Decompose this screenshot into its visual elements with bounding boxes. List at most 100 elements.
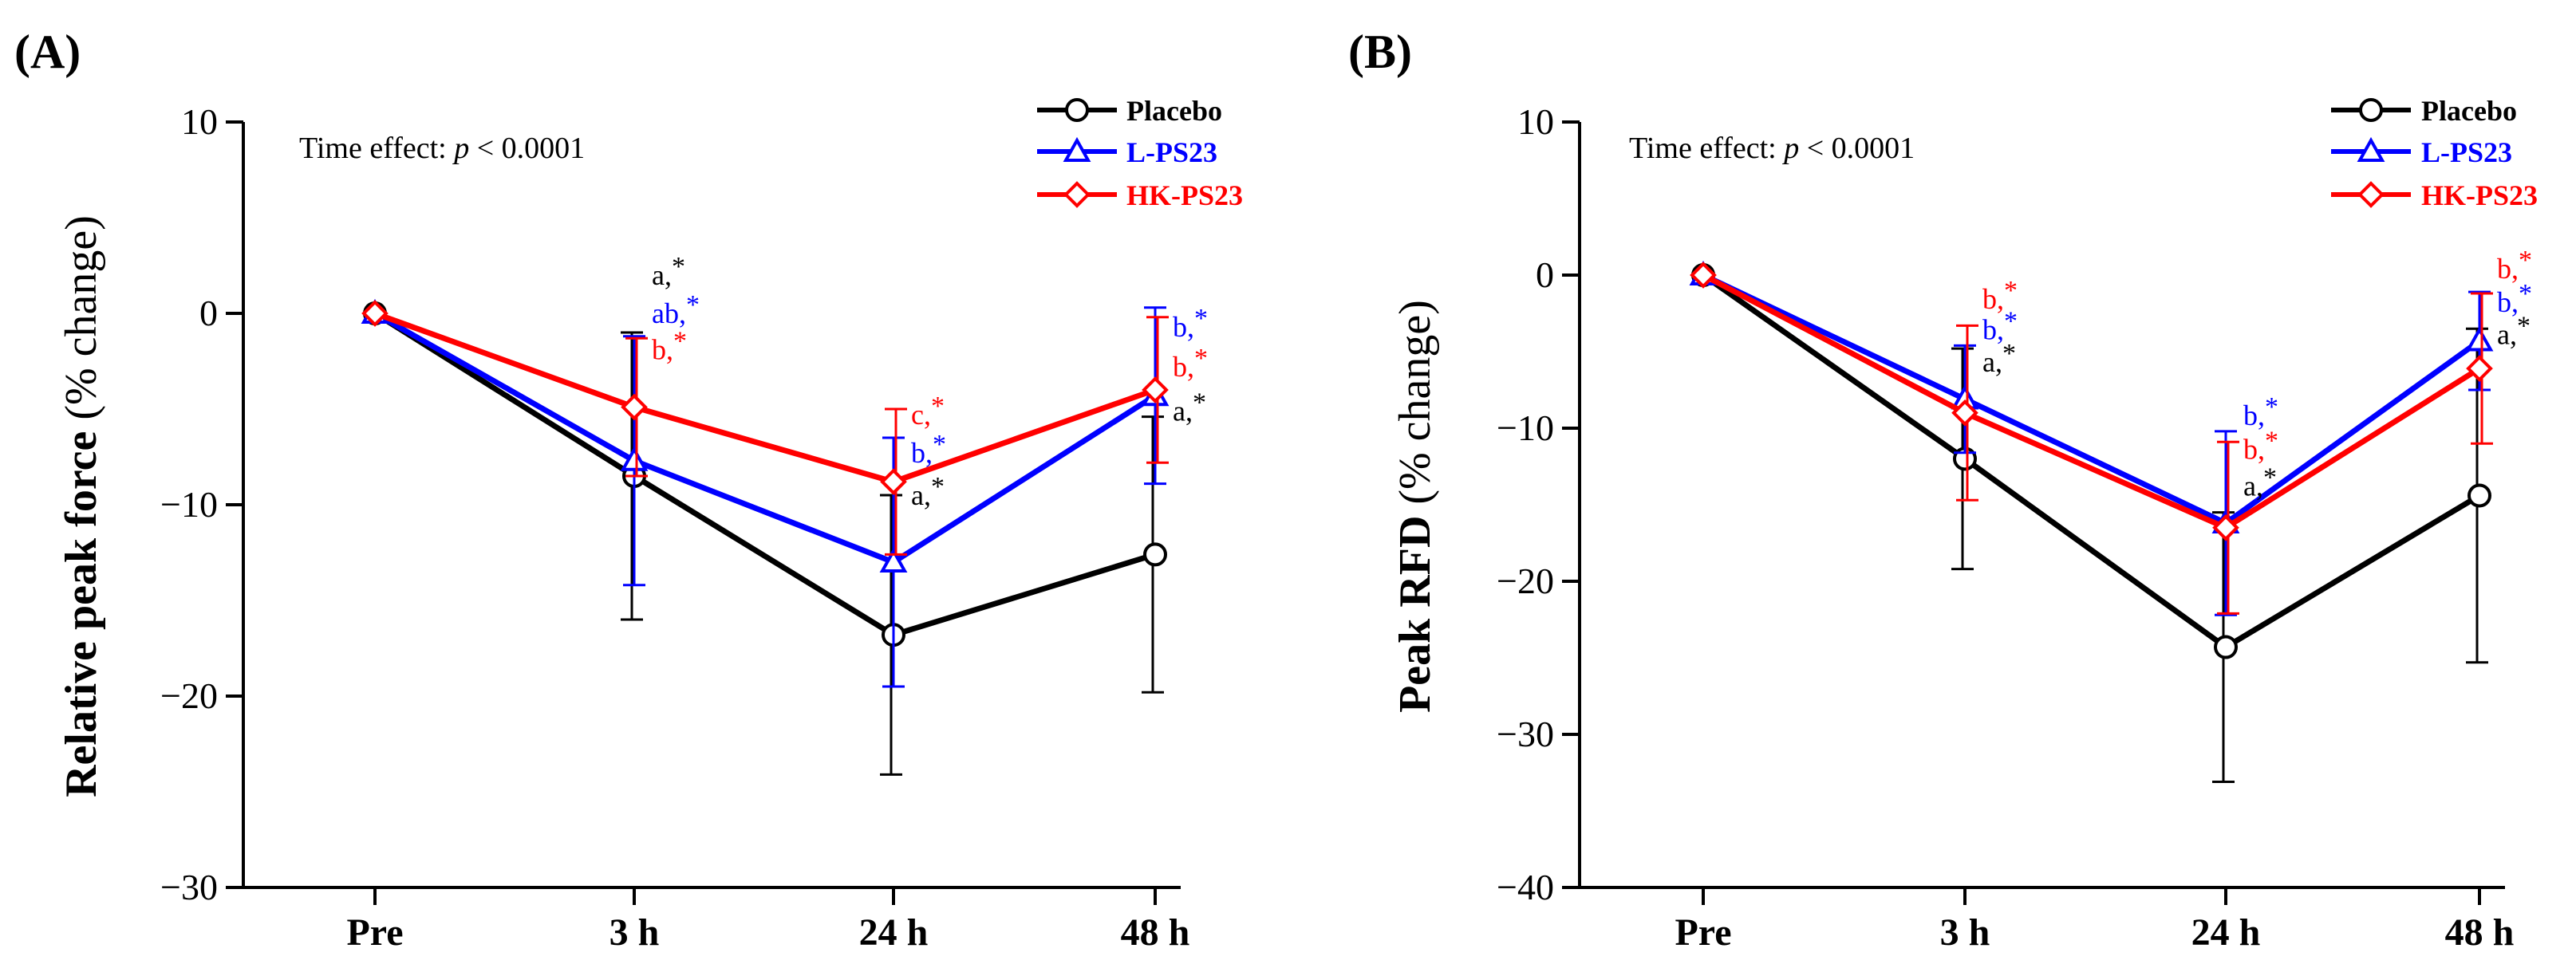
significance-comma: , [924, 479, 931, 511]
data-point [2465, 326, 2494, 352]
significance-comma: , [2511, 253, 2519, 285]
x-tick-label: 3 h [609, 911, 660, 954]
y-axis-label: Peak RFD (% change) [1391, 300, 1440, 713]
data-point [880, 468, 907, 496]
significance-star: * [686, 290, 700, 320]
significance-label: a,* [652, 252, 685, 291]
significance-star: * [1194, 304, 1208, 333]
significance-letter: c [911, 399, 924, 431]
significance-letter: b [1173, 351, 1187, 383]
x-tick-label: 24 h [859, 911, 929, 954]
significance-comma: , [925, 437, 933, 469]
significance-letter: a [911, 479, 924, 511]
legend-marker [2357, 136, 2385, 162]
legend-label: HK-PS23 [1126, 179, 1243, 211]
significance-star: * [1193, 388, 1206, 417]
chart-panel-a: (A) Relative peak force (% change) −30 −20 −… [14, 26, 1243, 954]
y-tick-label: 10 [181, 101, 218, 142]
data-point [620, 446, 649, 471]
significance-letter: a [1982, 346, 1995, 378]
significance-label: b,* [1173, 344, 1208, 383]
legend-marker [1063, 136, 1091, 162]
significance-label: b,* [1982, 276, 2018, 315]
y-axis-label: Relative peak force (% change) [57, 215, 106, 797]
significance-comma: , [666, 334, 673, 366]
significance-comma: , [679, 297, 686, 329]
significance-label: b,* [911, 430, 946, 469]
legend-marker [2359, 98, 2383, 122]
legend-entry-lps23: L-PS23 [2331, 136, 2512, 168]
significance-comma: , [1995, 346, 2002, 378]
significance-star: * [931, 472, 945, 502]
data-point [2468, 483, 2491, 508]
series-line [1701, 273, 2481, 651]
series-line [1702, 272, 2481, 531]
significance-star: * [2519, 246, 2532, 275]
chart-panel-b: (B) Peak RFD (% change) −40 −30 −20 −10 0 10 Pre… [1348, 26, 2538, 954]
x-tick-label: 24 h [2191, 911, 2261, 954]
significance-label: b,* [2243, 392, 2278, 431]
legend-label: L-PS23 [1126, 136, 1217, 168]
significance-comma: , [2256, 470, 2263, 502]
significance-letter: a [2243, 470, 2256, 502]
significance-star: * [2002, 339, 2016, 368]
significance-comma: , [1997, 314, 2004, 346]
annotation-prefix: Time effect: [1629, 132, 1784, 165]
significance-letter: b [2243, 399, 2258, 431]
y-axis-label-unit: (% change) [57, 215, 106, 431]
data-point [1143, 542, 1167, 567]
significance-star: * [2004, 307, 2018, 336]
data-point [1142, 376, 1169, 403]
series-line [373, 310, 1157, 565]
significance-star: * [2004, 276, 2018, 305]
significance-letter: b [652, 334, 666, 366]
significance-comma: , [1187, 351, 1194, 383]
data-point [2212, 514, 2239, 541]
legend-entry-hkps23: HK-PS23 [1037, 179, 1243, 211]
significance-label: b,* [2497, 279, 2532, 318]
significance-star: * [933, 430, 946, 459]
data-point [2214, 635, 2238, 659]
time-effect-annotation: Time effect: p < 0.0001 [1629, 132, 1915, 165]
significance-comma: , [665, 259, 672, 291]
significance-label: a,* [2243, 462, 2277, 502]
x-tick-label: Pre [1675, 911, 1731, 954]
y-tick-label: −20 [160, 675, 218, 716]
significance-comma: , [2258, 433, 2265, 465]
legend-entry-lps23: L-PS23 [1037, 136, 1217, 168]
y-tick-label: −10 [1497, 407, 1554, 448]
y-tick-label: −20 [1497, 561, 1554, 601]
significance-label: b,* [1173, 304, 1208, 343]
legend-label: HK-PS23 [2421, 179, 2538, 211]
series-line [373, 311, 1157, 638]
data-point [1951, 399, 1978, 427]
significance-letter: b [1173, 311, 1187, 343]
legend-label: Placebo [1126, 95, 1222, 127]
legend-marker [2357, 181, 2385, 208]
x-tick-label: 48 h [2445, 911, 2515, 954]
significance-letter: b [2497, 253, 2511, 285]
series-hkps23 [361, 300, 1169, 556]
y-axis-label-main: Peak RFD [1391, 516, 1440, 713]
significance-letter: a [2497, 318, 2510, 350]
significance-label: c,* [911, 392, 945, 431]
data-point [1690, 262, 1717, 289]
significance-label: b,* [652, 327, 687, 366]
y-axis-label-unit: (% change) [1391, 300, 1440, 516]
y-tick-label: −10 [160, 484, 218, 525]
x-tick-label: 3 h [1940, 911, 1990, 954]
series-hkps23 [1690, 262, 2493, 615]
legend-label: Placebo [2421, 95, 2517, 127]
data-point [879, 547, 908, 573]
series-line [1702, 272, 2482, 526]
significance-letter: a [652, 259, 665, 291]
significance-comma: , [2258, 399, 2265, 431]
significance-star: * [2517, 311, 2531, 340]
significance-label: b,* [2243, 426, 2278, 465]
legend-entry-hkps23: HK-PS23 [2331, 179, 2538, 211]
annotation-p: p [1781, 132, 1799, 165]
significance-comma: , [1185, 395, 1193, 427]
significance-comma: , [2510, 318, 2517, 350]
significance-letter: b [2497, 286, 2511, 318]
